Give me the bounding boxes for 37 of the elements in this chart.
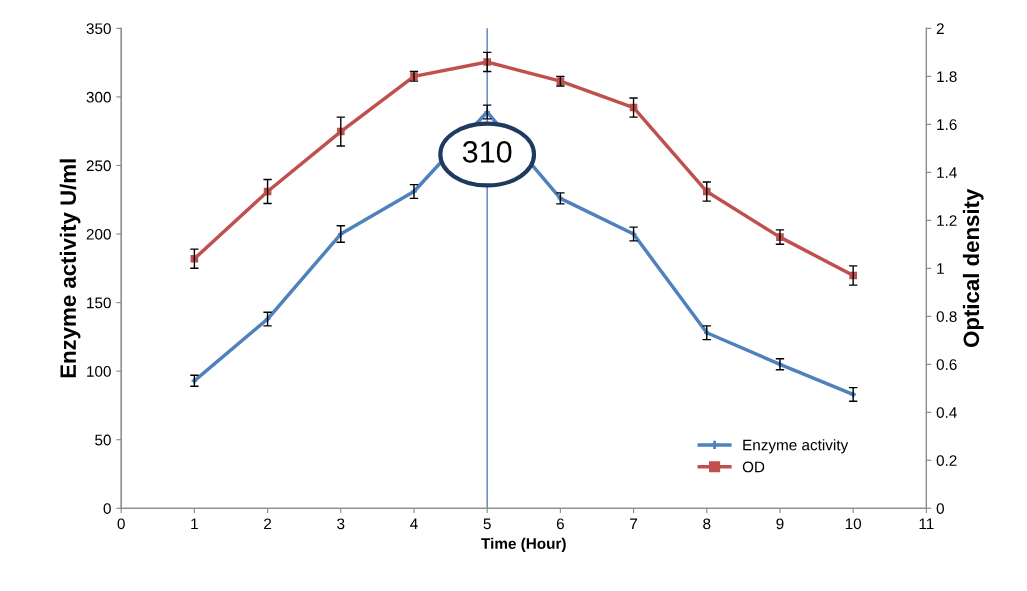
x-tick-label: 7 [630,518,638,530]
y-axis-title: Enzyme activity U/ml [59,159,81,378]
y-tick-label: 50 [95,434,111,446]
y-tick-label: 100 [87,366,111,377]
y-tick-label: 250 [86,160,111,172]
x-tick-label: 2 [264,518,272,530]
y-tick-label: 200 [86,228,111,240]
x-tick-label: 1 [191,518,198,530]
x-tick-label: 6 [556,518,564,530]
y2-tick-label: 1 [937,263,944,274]
y2-tick-label: 1.4 [937,167,957,178]
x-tick-label: 0 [117,518,125,530]
y2-tick-label: 1.2 [937,215,957,226]
x-tick-label: 4 [410,518,418,530]
y2-tick-label: 2 [936,23,944,34]
y2-tick-label: 0.4 [936,407,957,418]
x-tick-label: 8 [703,518,711,530]
x-tick-label: 11 [919,518,934,530]
y2-tick-label: 1.6 [937,119,957,131]
x-tick-label: 5 [483,518,491,530]
y-tick-label: 0 [103,503,111,514]
legend-label: OD [742,461,765,473]
y-tick-label: 300 [86,91,111,103]
y2-tick-label: 0.6 [936,359,957,370]
y2-tick-label: 0.2 [936,455,957,466]
y-tick-label: 150 [87,297,111,309]
x-tick-label: 3 [337,518,345,530]
annotation: 310 [462,141,512,163]
y2-tick-label: 0.8 [936,311,957,322]
x-tick-label: 9 [776,518,784,530]
x-axis-title: Time (Hour) [481,537,566,553]
y2-tick-label: 0 [936,503,944,514]
x-tick-label: 10 [845,518,862,530]
y-tick-label: 350 [86,23,111,35]
y2-tick-label: 1.8 [937,71,957,83]
y2-axis-title: Optical density [962,188,984,348]
legend-label: Enzyme activity [743,439,849,454]
